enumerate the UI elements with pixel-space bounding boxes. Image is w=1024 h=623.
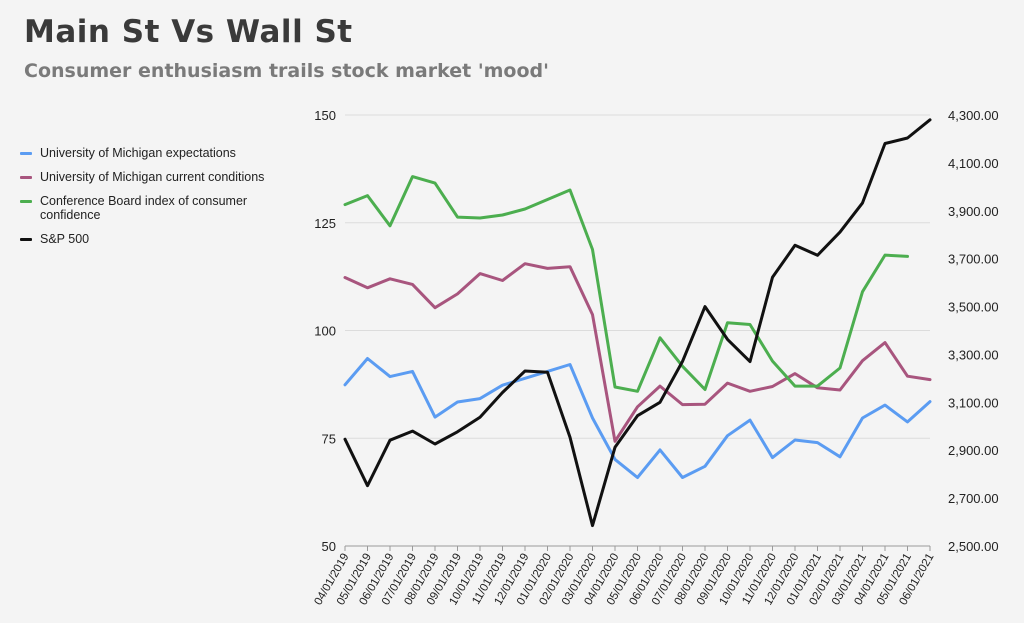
left-axis-tick-label: 75 [322,431,336,446]
legend-label: S&P 500 [40,232,90,246]
series-line-4 [343,118,932,528]
chart-legend: University of Michigan expectations Unive… [20,146,295,256]
right-axis-tick-label: 2,700.00 [948,491,999,506]
chart-title: Main St Vs Wall St [24,14,353,50]
right-axis-tick-label: 3,300.00 [948,347,999,362]
legend-label: University of Michigan expectations [40,146,236,160]
legend-item: Conference Board index of consumer confi… [20,194,295,222]
x-axis-ticks: 04/01/201905/01/201906/01/201907/01/2019… [312,546,937,607]
left-axis-tick-label: 150 [314,108,336,123]
series-lines [343,118,932,528]
right-axis-tick-label: 2,900.00 [948,443,999,458]
right-axis-tick-label: 3,100.00 [948,395,999,410]
right-axis-tick-label: 4,100.00 [948,156,999,171]
left-axis-tick-label: 125 [314,216,336,231]
legend-label: University of Michigan current condition… [40,170,265,184]
right-axis-tick-label: 3,900.00 [948,204,999,219]
legend-item: S&P 500 [20,232,295,246]
series-line-2 [343,262,932,443]
right-axis-tick-label: 3,500.00 [948,300,999,315]
left-axis-tick-label: 100 [314,324,336,339]
chart-subtitle: Consumer enthusiasm trails stock market … [24,60,549,82]
legend-label: Conference Board index of consumer confi… [40,194,248,222]
legend-swatch [20,238,32,241]
right-axis-ticks: 2,500.00 2,700.00 2,900.00 3,100.00 3,300.00… [948,108,999,554]
legend-item: University of Michigan expectations [20,146,295,160]
gridlines [345,114,930,547]
legend-item: University of Michigan current condition… [20,170,295,184]
left-axis-tick-label: 50 [322,539,336,554]
legend-swatch [20,176,32,179]
right-axis-tick-label: 2,500.00 [948,539,999,554]
series-line-3 [343,175,909,393]
series-line-1 [343,357,932,479]
right-axis-tick-label: 4,300.00 [948,108,999,123]
right-axis-tick-label: 3,700.00 [948,252,999,267]
legend-swatch [20,152,32,155]
legend-swatch [20,200,32,203]
left-axis-ticks: 50 75 100 125 150 [314,108,336,554]
